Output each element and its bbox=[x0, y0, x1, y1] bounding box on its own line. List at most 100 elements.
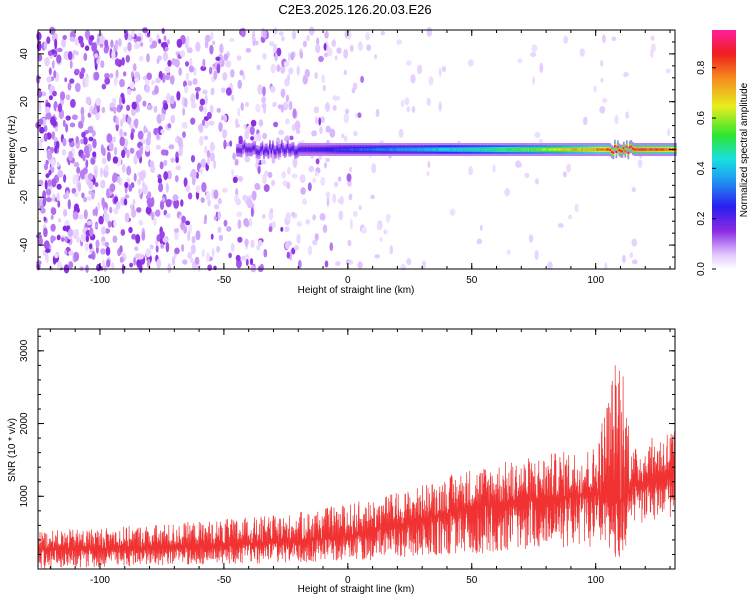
heatmap-cell bbox=[535, 178, 539, 185]
heatmap-cell bbox=[257, 165, 261, 175]
heatmap-cell bbox=[64, 236, 68, 243]
heatmap-cell bbox=[182, 131, 186, 139]
heatmap-cell bbox=[426, 171, 430, 177]
heatmap-cell bbox=[50, 214, 54, 220]
heatmap-cell bbox=[176, 38, 183, 48]
heatmap-cell bbox=[248, 218, 253, 227]
heatmap-cell bbox=[68, 250, 74, 256]
x-tick-label: 50 bbox=[466, 575, 478, 586]
heatmap-cell bbox=[188, 65, 195, 73]
ridge-cell bbox=[502, 148, 505, 151]
heatmap-cell bbox=[213, 160, 217, 169]
ridge-cell bbox=[425, 148, 427, 151]
heatmap-cell bbox=[127, 41, 132, 52]
heatmap-cell bbox=[374, 54, 378, 60]
ridge-cell bbox=[328, 148, 331, 151]
ridge-cell bbox=[276, 147, 279, 150]
ridge-cell bbox=[630, 145, 633, 148]
heatmap-cell bbox=[56, 192, 60, 201]
ridge-cell bbox=[591, 148, 594, 151]
ridge-cell bbox=[298, 148, 301, 151]
ridge-cell bbox=[553, 148, 555, 151]
heatmap-cell bbox=[343, 135, 348, 142]
ridge-cell bbox=[523, 148, 526, 151]
heatmap-cell bbox=[398, 128, 404, 138]
heatmap-cell bbox=[557, 223, 564, 228]
heatmap-cell bbox=[504, 188, 511, 197]
ridge-cell bbox=[408, 148, 411, 151]
ridge-cell bbox=[663, 148, 665, 151]
heatmap-cell bbox=[492, 164, 496, 173]
ridge-cell bbox=[587, 148, 590, 151]
heatmap-cell bbox=[629, 252, 633, 259]
ridge-cell bbox=[514, 148, 517, 151]
heatmap-cell bbox=[308, 26, 315, 36]
heatmap-cell bbox=[139, 263, 143, 274]
heatmap-cell bbox=[268, 226, 273, 233]
heatmap-cell bbox=[43, 227, 48, 238]
heatmap-cell bbox=[100, 60, 105, 68]
heatmap-cell bbox=[129, 81, 135, 90]
heatmap-cell bbox=[191, 102, 197, 109]
heatmap-cell bbox=[45, 112, 52, 120]
heatmap-cell bbox=[44, 57, 50, 67]
heatmap-cell bbox=[276, 64, 281, 72]
heatmap-cell bbox=[88, 180, 94, 190]
heatmap-cell bbox=[56, 161, 60, 168]
heatmap-cell bbox=[78, 214, 84, 220]
heatmap-cell bbox=[181, 215, 186, 224]
heatmap-cell bbox=[43, 41, 48, 50]
heatmap-cell bbox=[324, 162, 327, 169]
heatmap-cell bbox=[134, 246, 139, 252]
heatmap-cell bbox=[203, 219, 207, 225]
colorbar-tick-label: 0.6 bbox=[696, 111, 707, 125]
ridge-cell bbox=[550, 148, 552, 151]
heatmap-cell bbox=[112, 156, 119, 164]
ridge-cell bbox=[569, 148, 572, 151]
heatmap-cell bbox=[351, 87, 356, 94]
ridge-cell bbox=[443, 148, 445, 151]
heatmap-cell bbox=[284, 226, 290, 233]
ridge-cell bbox=[456, 148, 459, 151]
heatmap-cell bbox=[344, 108, 350, 115]
heatmap-cell bbox=[142, 184, 148, 195]
heatmap-cell bbox=[349, 259, 354, 265]
heatmap-cell bbox=[240, 27, 246, 38]
heatmap-cell bbox=[325, 191, 331, 198]
snr-y-label: SNR (10 * v/v) bbox=[7, 418, 18, 482]
heatmap-cell bbox=[37, 179, 44, 186]
heatmap-cell bbox=[319, 213, 326, 221]
heatmap-cell bbox=[262, 132, 268, 140]
heatmap-cell bbox=[73, 161, 80, 168]
heatmap-cell bbox=[114, 76, 118, 86]
heatmap-cell bbox=[109, 206, 113, 214]
heatmap-cell bbox=[65, 115, 71, 121]
heatmap-cell bbox=[637, 159, 643, 168]
heatmap-cell bbox=[70, 98, 76, 108]
colorbar-ticks: 0.0 0.2 0.4 0.6 0.8 bbox=[696, 60, 716, 276]
heatmap-cell bbox=[235, 254, 241, 262]
heatmap-cell bbox=[188, 223, 192, 234]
heatmap-cell bbox=[410, 74, 416, 84]
heatmap-cell bbox=[80, 233, 85, 243]
heatmap-cell bbox=[270, 63, 276, 74]
heatmap-cell bbox=[352, 210, 358, 218]
heatmap-cell bbox=[353, 130, 358, 137]
heatmap-cell bbox=[114, 58, 120, 66]
heatmap-cell bbox=[260, 159, 267, 165]
heatmap-cell bbox=[92, 151, 97, 158]
ridge-cell bbox=[617, 145, 619, 149]
ridge-cell bbox=[639, 148, 642, 151]
heatmap-cell bbox=[184, 40, 189, 49]
heatmap-cell bbox=[467, 59, 474, 67]
heatmap-cell bbox=[64, 77, 68, 82]
heatmap-cell bbox=[376, 223, 381, 231]
heatmap-cell bbox=[176, 91, 181, 101]
heatmap-cell bbox=[216, 63, 221, 74]
heatmap-cell bbox=[187, 192, 193, 200]
ridge-cell bbox=[512, 148, 515, 151]
heatmap-cell bbox=[250, 239, 255, 248]
heatmap-cell bbox=[245, 101, 250, 108]
heatmap-cell bbox=[623, 72, 627, 78]
